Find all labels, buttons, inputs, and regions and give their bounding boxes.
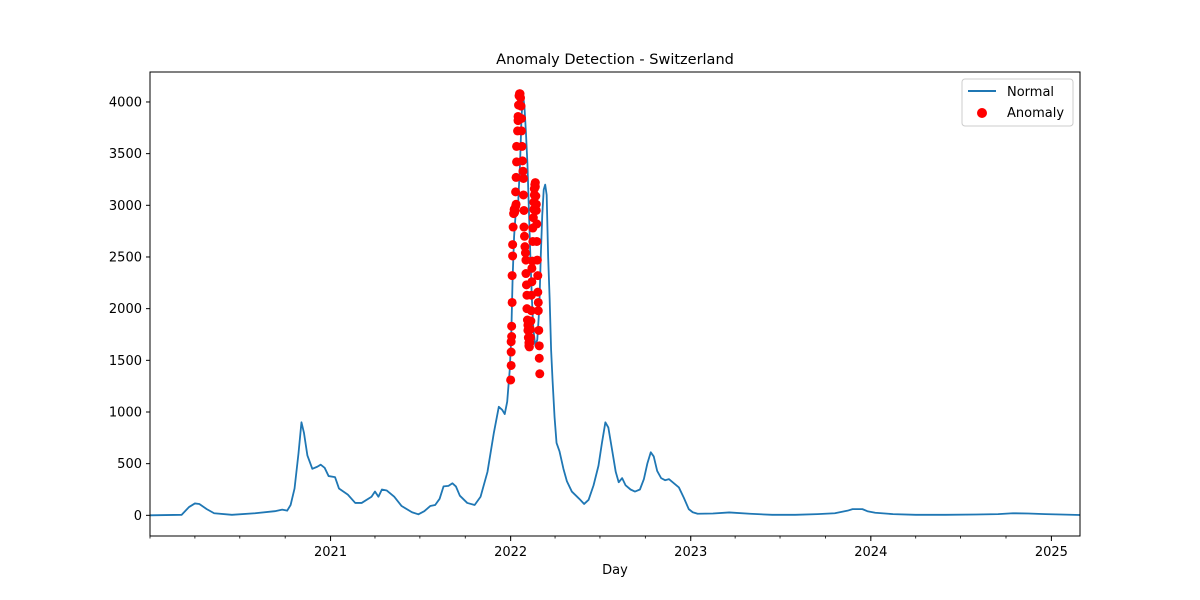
anomaly-point (533, 297, 543, 307)
anomaly-point (517, 114, 527, 123)
y-tick-label: 500 (117, 457, 142, 472)
anomaly-point (531, 205, 541, 215)
anomaly-point (518, 173, 528, 183)
anomaly-point (511, 187, 521, 197)
anomaly-point (506, 375, 516, 385)
anomaly-point (520, 248, 530, 258)
anomaly-point (508, 240, 518, 250)
x-tick-label: 2021 (314, 545, 347, 560)
anomaly-point (507, 321, 517, 331)
anomaly-point (517, 141, 527, 151)
anomaly-point (526, 306, 536, 316)
anomaly-point (533, 271, 543, 281)
anomaly-point (517, 156, 527, 166)
anomaly-point (511, 199, 521, 209)
anomaly-point (534, 325, 544, 335)
anomaly-point (530, 182, 540, 192)
anomaly-point (508, 222, 518, 232)
anomaly-point (521, 269, 531, 279)
anomaly-point (518, 190, 528, 200)
anomaly-point (508, 251, 518, 261)
anomaly-point (526, 316, 536, 326)
anomaly-point (519, 231, 529, 241)
y-tick-label: 4000 (109, 95, 142, 110)
anomaly-point (532, 255, 542, 265)
anomaly-point (525, 333, 535, 343)
anomaly-point (511, 172, 521, 182)
anomaly-point (507, 297, 517, 307)
legend-anomaly-label: Anomaly (1007, 106, 1064, 121)
legend-normal-label: Normal (1007, 85, 1054, 100)
anomaly-point (533, 287, 543, 297)
anomaly-series (506, 89, 545, 385)
anomaly-point (525, 324, 535, 334)
anomaly-point (534, 353, 544, 363)
anomaly-point (519, 205, 529, 215)
anomaly-point (506, 347, 516, 357)
chart-title: Anomaly Detection - Switzerland (496, 52, 734, 68)
legend: Normal Anomaly (961, 78, 1074, 127)
x-tick-label: 2025 (1035, 545, 1068, 560)
anomaly-point (532, 219, 542, 229)
x-axis-label: Day (602, 563, 628, 578)
anomaly-point (527, 263, 537, 273)
anomaly-point (519, 222, 529, 232)
anomaly-point (533, 306, 543, 316)
x-tick-label: 2024 (854, 545, 887, 560)
anomaly-point (517, 126, 527, 136)
anomaly-point (531, 191, 541, 201)
anomaly-point (516, 93, 526, 103)
x-tick-label: 2022 (494, 545, 527, 560)
anomaly-point (531, 199, 541, 209)
legend-anomaly-swatch (977, 108, 987, 118)
y-tick-label: 3500 (109, 147, 142, 162)
anomaly-point (516, 101, 526, 111)
y-tick-label: 3000 (109, 199, 142, 214)
anomaly-point (507, 332, 517, 342)
y-tick-label: 1000 (109, 405, 142, 420)
y-tick-label: 0 (134, 509, 142, 524)
anomaly-point (532, 236, 542, 246)
axes: 0 500 1000 1500 2000 2500 3000 3500 4000 2021 2022… (109, 71, 1081, 560)
anomaly-point (507, 271, 517, 281)
y-tick-label: 2000 (109, 302, 142, 317)
y-tick-label: 2500 (109, 250, 142, 265)
anomaly-point (518, 166, 528, 176)
anomaly-point (506, 360, 516, 370)
anomaly-point (527, 277, 537, 287)
anomaly-point (535, 369, 545, 379)
axes-frame (149, 71, 1081, 537)
x-tick-label: 2023 (674, 545, 707, 560)
anomaly-point (534, 341, 544, 351)
y-tick-label: 1500 (109, 354, 142, 369)
